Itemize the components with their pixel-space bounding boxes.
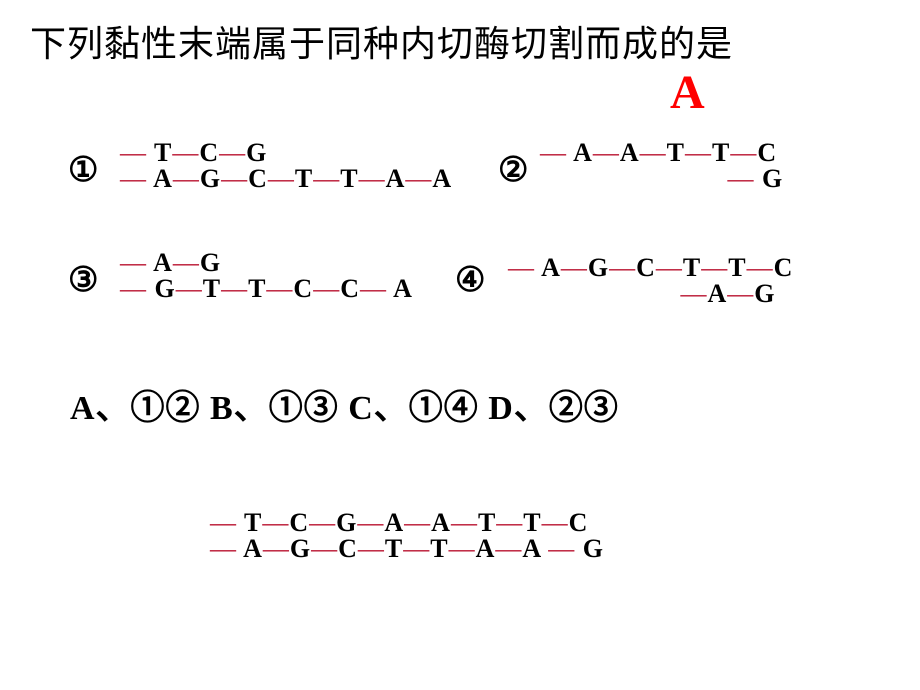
seq-1-bot: — A—G—C—T—T—A—A: [120, 166, 452, 192]
seq-3: — A—G — G—T—T—C—C— A: [120, 250, 413, 302]
seq-2-top: — A—A—T—T—C: [540, 140, 783, 166]
seq-1: — T—C—G — A—G—C—T—T—A—A: [120, 140, 452, 192]
seq-combined: — T—C—G—A—A—T—T—C — A—G—C—T—T—A—A — G: [210, 510, 604, 562]
seq-2: — A—A—T—T—C — G: [540, 140, 783, 192]
seq-1-top: — T—C—G: [120, 140, 452, 166]
seq-4-top: — A—G—C—T—T—C: [508, 255, 793, 281]
slide: 下列黏性末端属于同种内切酶切割而成的是 A ① — T—C—G — A—G—C—…: [0, 0, 920, 690]
options-row: A、①② B、①③ C、①④ D、②③: [70, 380, 619, 429]
answer-letter: A: [670, 65, 705, 120]
label-2: ②: [498, 150, 528, 190]
seq-2-bot: — G: [540, 166, 783, 192]
seq-combined-bot: — A—G—C—T—T—A—A — G: [210, 536, 604, 562]
seq-3-bot: — G—T—T—C—C— A: [120, 276, 413, 302]
label-3: ③: [68, 260, 98, 300]
label-4: ④: [455, 260, 485, 300]
label-1: ①: [68, 150, 98, 190]
seq-combined-top: — T—C—G—A—A—T—T—C: [210, 510, 604, 536]
seq-3-top: — A—G: [120, 250, 413, 276]
seq-4: — A—G—C—T—T—C —A—G: [508, 255, 793, 307]
question-text: 下列黏性末端属于同种内切酶切割而成的是: [30, 15, 733, 67]
seq-4-bot: —A—G: [508, 281, 793, 307]
